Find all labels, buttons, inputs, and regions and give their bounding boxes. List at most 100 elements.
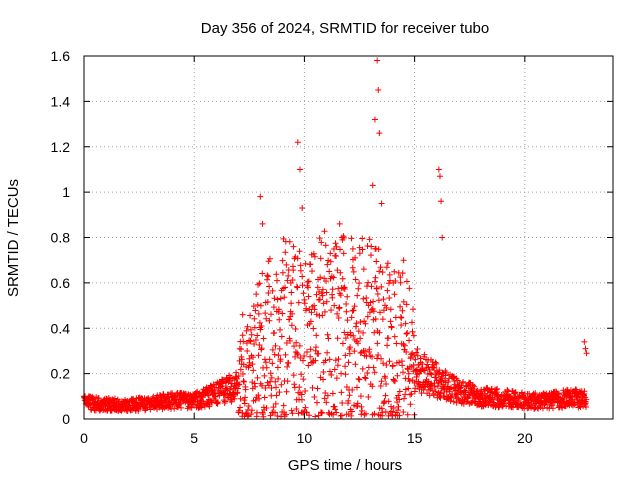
data-point	[257, 193, 264, 200]
data-point	[273, 271, 280, 278]
data-point	[450, 374, 457, 381]
data-point	[335, 315, 342, 322]
data-point	[272, 342, 279, 349]
data-point	[259, 270, 266, 277]
data-point	[406, 337, 413, 344]
data-point	[328, 371, 335, 378]
data-point	[244, 323, 251, 330]
data-point	[410, 306, 417, 313]
data-point	[323, 399, 330, 406]
data-point	[330, 411, 337, 418]
data-point	[244, 413, 251, 420]
data-point	[357, 318, 364, 325]
data-point	[379, 409, 386, 416]
y-tick-label: 0.6	[51, 275, 71, 291]
data-point	[255, 310, 262, 317]
data-point	[256, 280, 263, 287]
data-point	[360, 295, 367, 302]
data-point	[264, 379, 271, 386]
data-point	[271, 329, 278, 336]
data-point	[257, 326, 264, 333]
data-point	[504, 387, 511, 394]
x-tick-label: 0	[80, 430, 88, 446]
data-point	[402, 320, 409, 327]
data-point	[477, 400, 484, 407]
data-point	[377, 264, 384, 271]
data-point	[418, 390, 425, 397]
data-point	[237, 366, 244, 373]
data-point	[365, 393, 372, 400]
data-point	[334, 310, 341, 317]
data-point	[370, 364, 377, 371]
data-point	[378, 200, 385, 207]
data-point	[539, 405, 546, 412]
data-point	[251, 341, 258, 348]
data-point	[391, 268, 398, 275]
data-point	[316, 235, 323, 242]
data-point	[407, 401, 414, 408]
data-point	[249, 361, 256, 368]
data-point	[241, 400, 248, 407]
data-point	[268, 392, 275, 399]
data-point	[308, 268, 315, 275]
data-point	[316, 288, 323, 295]
data-point	[397, 279, 404, 286]
data-point	[332, 406, 339, 413]
data-point	[298, 396, 305, 403]
data-point	[332, 357, 339, 364]
data-point	[263, 315, 270, 322]
data-point	[353, 320, 360, 327]
data-point	[271, 351, 278, 358]
data-point	[262, 385, 269, 392]
data-point	[278, 333, 285, 340]
data-point	[341, 285, 348, 292]
data-point	[392, 314, 399, 321]
data-point	[311, 253, 318, 260]
data-point	[305, 278, 312, 285]
data-point	[321, 228, 328, 235]
data-point	[329, 390, 336, 397]
data-point	[334, 335, 341, 342]
data-point	[250, 354, 257, 361]
data-point	[494, 385, 501, 392]
data-point	[235, 381, 242, 388]
data-point	[432, 359, 439, 366]
data-point	[275, 375, 282, 382]
data-point	[400, 408, 407, 415]
data-point	[438, 389, 445, 396]
data-point	[583, 350, 590, 357]
data-point	[298, 391, 305, 398]
data-point	[359, 365, 366, 372]
data-point	[453, 399, 460, 406]
data-point	[238, 346, 245, 353]
data-point	[320, 300, 327, 307]
data-point	[403, 301, 410, 308]
data-point	[400, 257, 407, 264]
data-point	[362, 320, 369, 327]
data-point	[235, 407, 242, 414]
data-point	[281, 294, 288, 301]
data-point	[289, 410, 296, 417]
data-point	[257, 302, 264, 309]
data-point	[404, 330, 411, 337]
data-point	[329, 294, 336, 301]
data-point	[299, 205, 306, 212]
data-point	[251, 315, 258, 322]
data-point	[364, 313, 371, 320]
data-point	[321, 395, 328, 402]
data-point	[314, 399, 321, 406]
data-point	[312, 344, 319, 351]
data-point	[385, 335, 392, 342]
data-point	[327, 258, 334, 265]
data-point	[348, 314, 355, 321]
data-point	[582, 345, 589, 352]
data-point	[324, 349, 331, 356]
data-point	[442, 372, 449, 379]
y-tick-label: 1.2	[51, 139, 71, 155]
data-point	[382, 392, 389, 399]
data-point	[402, 375, 409, 382]
data-point	[391, 333, 398, 340]
data-point	[338, 389, 345, 396]
data-point	[301, 296, 308, 303]
data-point	[278, 381, 285, 388]
